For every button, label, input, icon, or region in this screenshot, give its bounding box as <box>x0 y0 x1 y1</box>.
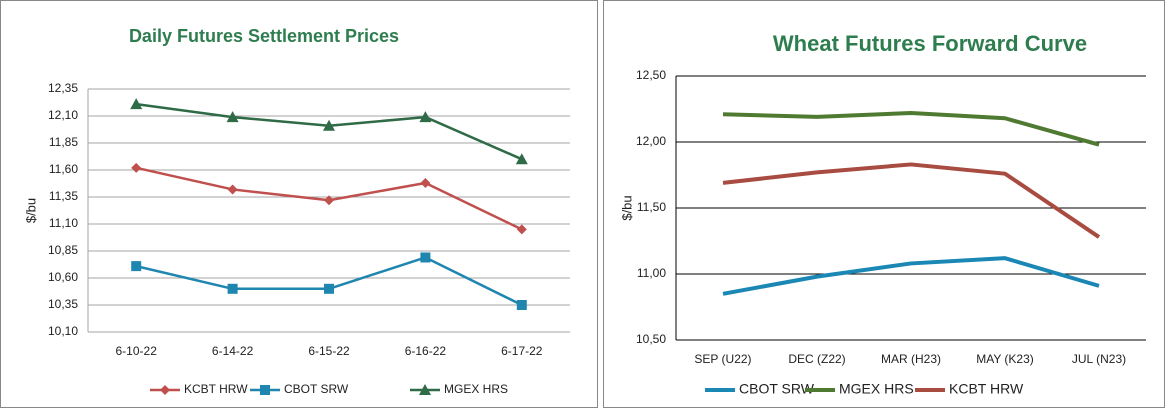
marker <box>130 98 143 110</box>
legend-label: KCBT HRW <box>949 381 1024 397</box>
x-tick-label: MAY (K23) <box>976 352 1034 366</box>
y-tick-label: 10,60 <box>48 270 78 284</box>
y-tick-label: 12,00 <box>636 134 666 148</box>
chart-title: Daily Futures Settlement Prices <box>129 26 399 46</box>
y-axis-label: $/bu <box>619 195 634 220</box>
y-tick-label: 12,50 <box>636 68 666 82</box>
marker <box>324 195 334 206</box>
y-tick-label: 10,50 <box>636 332 666 346</box>
x-tick-label: 6-14-22 <box>212 344 254 358</box>
marker <box>516 300 527 310</box>
y-tick-label: 11,50 <box>637 200 666 214</box>
marker <box>419 111 432 123</box>
marker <box>227 184 238 195</box>
x-tick-label: 6-17-22 <box>501 344 543 358</box>
legend-label: CBOT SRW <box>739 381 815 397</box>
series-line <box>722 110 1100 147</box>
x-tick-label: SEP (U22) <box>694 352 751 366</box>
marker <box>324 283 334 294</box>
x-tick-label: JUL (N23) <box>1072 352 1126 366</box>
x-tick-label: 6-10-22 <box>116 344 158 358</box>
y-axis-label: $/bu <box>23 198 38 223</box>
marker <box>516 224 527 235</box>
marker <box>160 385 170 395</box>
x-tick-label: DEC (Z22) <box>788 352 845 366</box>
marker <box>515 153 528 165</box>
marker <box>131 162 142 173</box>
y-tick-label: 12,35 <box>48 81 78 95</box>
marker <box>420 177 431 188</box>
legend-label: MGEX HRS <box>839 381 914 397</box>
right-panel <box>603 0 1165 408</box>
y-tick-label: 11,60 <box>49 162 78 176</box>
marker <box>260 385 270 395</box>
marker <box>227 283 238 294</box>
series-line <box>722 256 1100 296</box>
y-tick-label: 11,85 <box>49 135 78 149</box>
left-panel <box>0 0 598 408</box>
legend-label: MGEX HRS <box>444 382 508 396</box>
legend-label: CBOT SRW <box>284 382 349 396</box>
x-tick-label: 6-15-22 <box>308 344 350 358</box>
series-line <box>722 162 1101 239</box>
marker <box>420 252 431 263</box>
legend-label: KCBT HRW <box>184 382 248 396</box>
marker <box>131 261 142 272</box>
x-tick-label: 6-16-22 <box>405 344 447 358</box>
y-tick-label: 10,35 <box>48 297 78 311</box>
chart-title: Wheat Futures Forward Curve <box>773 31 1087 56</box>
y-tick-label: 12,10 <box>48 108 78 122</box>
y-tick-label: 11,10 <box>49 216 78 230</box>
y-tick-label: 10,10 <box>48 324 78 338</box>
marker <box>226 111 239 123</box>
y-tick-label: 11,00 <box>637 266 666 280</box>
y-tick-label: 11,35 <box>49 189 78 203</box>
x-tick-label: MAR (H23) <box>881 352 941 366</box>
marker <box>323 119 335 131</box>
y-tick-label: 10,85 <box>48 243 78 257</box>
marker <box>419 384 431 395</box>
